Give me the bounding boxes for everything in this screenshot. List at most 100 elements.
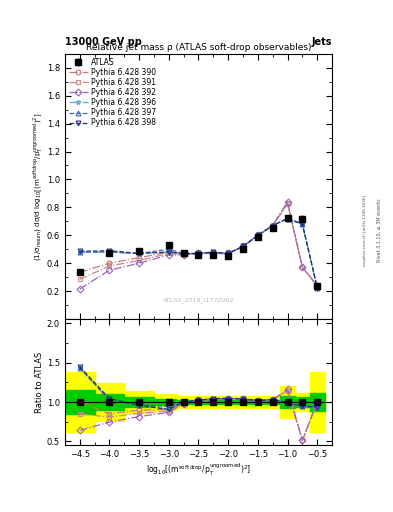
Pythia 6.428 396 [77,249,82,255]
Pythia 6.428 396 [107,249,112,255]
Pythia 6.428 391 [285,200,290,206]
Pythia 6.428 396 [211,249,216,255]
Pythia 6.428 391 [300,264,305,270]
Pythia 6.428 396 [285,216,290,222]
Pythia 6.428 391 [166,250,171,257]
Pythia 6.428 390 [226,250,231,257]
Y-axis label: (1/σ$_{\mathrm{resum}}$) dσ/d log$_{10}$[(m$^{\mathrm{soft drop}}$/p$_\mathrm{T}: (1/σ$_{\mathrm{resum}}$) dσ/d log$_{10}$… [32,112,45,261]
Pythia 6.428 392 [196,250,201,257]
Text: 13000 GeV pp: 13000 GeV pp [65,37,142,47]
Pythia 6.428 397 [77,249,82,255]
Pythia 6.428 391 [196,250,201,257]
Pythia 6.428 398 [181,250,186,257]
Pythia 6.428 390 [270,222,275,228]
Pythia 6.428 391 [77,276,82,282]
Y-axis label: Ratio to ATLAS: Ratio to ATLAS [35,352,44,413]
Pythia 6.428 392 [270,222,275,228]
Line: Pythia 6.428 397: Pythia 6.428 397 [77,216,320,290]
Pythia 6.428 392 [107,267,112,273]
Pythia 6.428 397 [166,246,171,252]
Pythia 6.428 390 [285,201,290,207]
Pythia 6.428 392 [285,199,290,205]
Pythia 6.428 391 [181,252,186,258]
Pythia 6.428 397 [107,249,112,255]
Pythia 6.428 396 [196,250,201,257]
Pythia 6.428 396 [315,285,320,291]
Pythia 6.428 392 [137,260,141,266]
Pythia 6.428 390 [181,252,186,258]
Pythia 6.428 398 [285,216,290,222]
Pythia 6.428 392 [300,264,305,270]
Pythia 6.428 391 [211,250,216,257]
Line: Pythia 6.428 391: Pythia 6.428 391 [77,201,320,288]
Pythia 6.428 392 [315,283,320,289]
Line: Pythia 6.428 390: Pythia 6.428 390 [77,201,320,288]
Pythia 6.428 390 [166,249,171,255]
Pythia 6.428 397 [315,285,320,291]
Pythia 6.428 398 [226,250,231,257]
Pythia 6.428 391 [270,222,275,228]
Pythia 6.428 396 [255,232,260,239]
Pythia 6.428 396 [137,250,141,257]
Line: Pythia 6.428 398: Pythia 6.428 398 [77,216,320,290]
Text: Rivet 3.1.10, ≥ 3M events: Rivet 3.1.10, ≥ 3M events [377,199,382,262]
Pythia 6.428 396 [226,250,231,257]
Pythia 6.428 398 [196,250,201,257]
Pythia 6.428 390 [315,283,320,289]
Pythia 6.428 392 [77,286,82,292]
X-axis label: log$_{10}$[(m$^{\mathrm{soft\,drop}}$/p$_\mathrm{T}^{\mathrm{ungroomed}}$)$^2$]: log$_{10}$[(m$^{\mathrm{soft\,drop}}$/p$… [146,462,251,478]
Pythia 6.428 398 [270,222,275,228]
Pythia 6.428 398 [255,232,260,239]
Pythia 6.428 396 [270,222,275,228]
Pythia 6.428 396 [241,243,245,249]
Pythia 6.428 397 [300,221,305,227]
Pythia 6.428 398 [137,250,141,257]
Pythia 6.428 398 [315,285,320,291]
Pythia 6.428 391 [226,250,231,257]
Pythia 6.428 397 [211,249,216,255]
Pythia 6.428 392 [181,252,186,258]
Pythia 6.428 398 [77,248,82,254]
Pythia 6.428 390 [211,250,216,257]
Pythia 6.428 396 [181,250,186,257]
Pythia 6.428 398 [211,249,216,255]
Pythia 6.428 397 [270,222,275,228]
Line: Pythia 6.428 392: Pythia 6.428 392 [77,199,320,291]
Pythia 6.428 391 [137,258,141,264]
Pythia 6.428 390 [77,269,82,275]
Pythia 6.428 391 [255,232,260,239]
Pythia 6.428 397 [241,243,245,249]
Pythia 6.428 397 [196,250,201,257]
Pythia 6.428 398 [300,221,305,227]
Text: Jets: Jets [312,37,332,47]
Pythia 6.428 398 [241,243,245,249]
Title: Relative jet mass ρ (ATLAS soft-drop observables): Relative jet mass ρ (ATLAS soft-drop obs… [86,42,311,52]
Text: ATLAS_2019_I1772062: ATLAS_2019_I1772062 [163,297,234,304]
Pythia 6.428 392 [211,250,216,257]
Pythia 6.428 397 [285,216,290,222]
Pythia 6.428 398 [166,249,171,255]
Pythia 6.428 396 [166,249,171,255]
Pythia 6.428 390 [196,250,201,257]
Pythia 6.428 396 [300,221,305,227]
Pythia 6.428 390 [137,254,141,261]
Pythia 6.428 390 [300,264,305,270]
Pythia 6.428 392 [241,243,245,249]
Pythia 6.428 390 [241,243,245,249]
Pythia 6.428 391 [241,243,245,249]
Pythia 6.428 397 [255,232,260,239]
Pythia 6.428 391 [107,263,112,269]
Pythia 6.428 392 [255,232,260,239]
Pythia 6.428 390 [107,260,112,266]
Pythia 6.428 392 [166,252,171,258]
Text: mcplots.cern.ch [arXiv:1306.3436]: mcplots.cern.ch [arXiv:1306.3436] [364,195,367,266]
Pythia 6.428 397 [226,250,231,257]
Pythia 6.428 398 [107,248,112,254]
Pythia 6.428 397 [137,250,141,257]
Line: Pythia 6.428 396: Pythia 6.428 396 [77,216,320,290]
Legend: ATLAS, Pythia 6.428 390, Pythia 6.428 391, Pythia 6.428 392, Pythia 6.428 396, P: ATLAS, Pythia 6.428 390, Pythia 6.428 39… [67,56,158,129]
Pythia 6.428 397 [181,250,186,257]
Pythia 6.428 391 [315,283,320,289]
Pythia 6.428 390 [255,232,260,239]
Pythia 6.428 392 [226,250,231,257]
